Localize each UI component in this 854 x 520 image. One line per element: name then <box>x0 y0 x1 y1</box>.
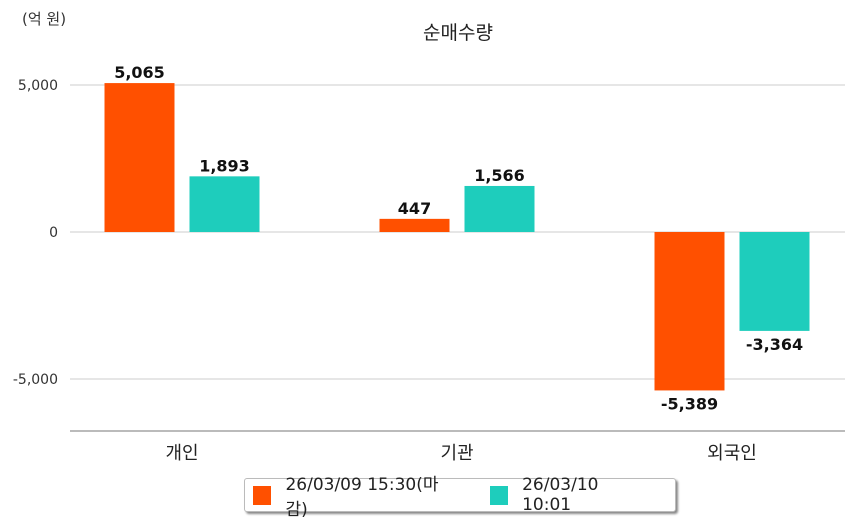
legend-label: 26/03/10 10:01 <box>522 475 599 515</box>
legend: 26/03/09 15:30(마감) 26/03/10 10:01 <box>244 475 676 520</box>
y-tick-label: 5,000 <box>18 78 58 94</box>
bar <box>104 83 175 233</box>
x-tick-label: 기관 <box>440 443 473 464</box>
bar <box>189 176 260 232</box>
data-label: 5,065 <box>114 63 165 82</box>
data-label: -5,389 <box>661 394 718 413</box>
x-tick-label: 개인 <box>165 443 198 464</box>
bar <box>379 218 450 232</box>
bar <box>739 232 810 331</box>
y-tick-label: 0 <box>49 225 58 241</box>
data-label: 447 <box>398 199 431 218</box>
legend-swatch <box>489 485 509 505</box>
legend-item-series-1[interactable]: 26/03/10 10:01 <box>489 475 649 515</box>
bar <box>654 232 725 391</box>
legend-swatch <box>253 485 272 505</box>
data-label: -3,364 <box>746 335 803 354</box>
legend-label: 26/03/09 15:30(마감) <box>285 475 439 520</box>
data-label: 1,566 <box>474 166 525 185</box>
bar <box>464 185 535 232</box>
data-label: 1,893 <box>199 156 250 175</box>
chart-title: 순매수량 <box>423 22 493 44</box>
x-tick-label: 외국인 <box>707 443 757 464</box>
legend-item-series-0[interactable]: 26/03/09 15:30(마감) <box>253 470 456 520</box>
unit-label: (억 원) <box>22 10 67 28</box>
y-tick-label: -5,000 <box>13 372 58 388</box>
bar-chart: 5,000 0 -5,000 개인 5,065 1,893 기관 447 1,566 외국인 -5,… <box>13 63 845 464</box>
